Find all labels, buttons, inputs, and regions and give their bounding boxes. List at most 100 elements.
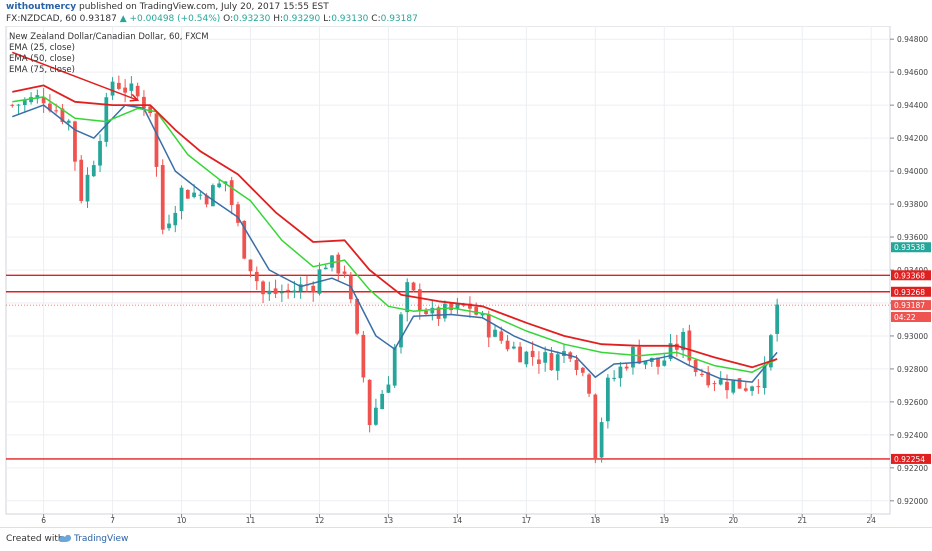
candle-body	[436, 307, 441, 319]
candle	[555, 351, 560, 381]
candle	[605, 374, 610, 429]
tradingview-brand-link[interactable]: TradingView	[74, 534, 129, 544]
y-tick-label: 0.93000	[897, 332, 928, 341]
candle	[480, 310, 485, 318]
x-tick-label: 20	[728, 516, 738, 525]
candle-body	[775, 304, 780, 334]
candle	[129, 76, 134, 98]
candle	[618, 362, 623, 387]
candle	[775, 298, 780, 342]
candle-body	[229, 180, 234, 206]
price-chart[interactable]: 0.94800 0.94600 0.94400 0.94200 0.94000 0.938…	[0, 26, 932, 527]
candle	[656, 357, 660, 375]
candle	[116, 75, 121, 91]
candle	[248, 259, 253, 278]
candle	[98, 134, 102, 172]
candle-body	[725, 381, 729, 391]
candle-body	[85, 174, 90, 202]
candle-body	[574, 359, 579, 370]
ohlc-line: FX:NZDCAD, 60 0.93187 ▲ +0.00498 (+0.54%…	[6, 14, 418, 24]
candle	[493, 324, 497, 338]
price-tag-label: 0.93187	[894, 301, 925, 310]
price-tag	[891, 311, 931, 322]
candle	[712, 380, 717, 392]
candle-body	[518, 346, 522, 363]
candle-body	[687, 330, 692, 361]
ema-50-line	[12, 96, 778, 373]
level-tag	[891, 270, 931, 281]
candle	[261, 280, 265, 304]
publish-line: withoutmercy published on TradingView.co…	[6, 2, 329, 12]
y-tick-label: 0.94200	[897, 134, 928, 143]
candle-body	[374, 407, 378, 425]
candle-body	[361, 334, 366, 378]
candle-body	[91, 165, 96, 177]
candle-body	[179, 187, 184, 212]
y-tick-label: 0.94000	[897, 167, 928, 176]
candle	[85, 167, 90, 208]
candle-body	[355, 298, 359, 334]
author-link[interactable]: withoutmercy	[6, 2, 77, 12]
candle-body	[511, 346, 516, 349]
candle-body	[48, 103, 52, 111]
candle-body	[700, 374, 704, 376]
change-arrow-icon: ▲	[119, 14, 127, 24]
level-tag-label: 0.93268	[894, 288, 925, 297]
candle	[311, 281, 316, 302]
candle-body	[530, 350, 535, 358]
candle-body	[330, 255, 334, 268]
candle	[643, 361, 648, 370]
candle-body	[411, 282, 416, 291]
candle-body	[593, 394, 598, 460]
candle-body	[762, 364, 767, 388]
candle-body	[499, 331, 504, 341]
candle-body	[731, 380, 736, 393]
price-tag-label: 0.93538	[894, 243, 925, 252]
candle	[298, 276, 303, 299]
candle-body	[399, 314, 403, 348]
candle-body	[242, 220, 247, 259]
candle-body	[192, 192, 196, 198]
candle-body	[292, 290, 297, 293]
level-tag-label: 0.92254	[894, 455, 925, 464]
time-axis[interactable]: 6 7 10 11 12 13 14 17 18 19 20 21 24	[41, 514, 876, 525]
candle-body	[737, 378, 742, 389]
candle	[286, 283, 291, 299]
x-tick-label: 13	[384, 516, 394, 525]
candle-body	[430, 307, 435, 314]
legend-ema50: EMA (50, close)	[9, 54, 75, 64]
candle-body	[643, 361, 648, 365]
candle	[217, 179, 222, 189]
candle	[179, 185, 184, 220]
trend-arrow-head-icon	[129, 93, 140, 102]
candle	[279, 284, 284, 302]
candle	[743, 382, 748, 392]
candle	[167, 214, 171, 231]
candle-body	[73, 121, 77, 162]
level-tag	[891, 286, 931, 297]
y-tick-label: 0.94400	[897, 101, 928, 110]
ema-lines	[12, 84, 778, 383]
candle-body	[750, 386, 754, 391]
candle-body	[474, 306, 479, 315]
y-tick-label: 0.94800	[897, 35, 928, 44]
candle	[687, 324, 692, 367]
candle-body	[605, 377, 610, 422]
candle-body	[524, 351, 529, 365]
candle-body	[449, 303, 454, 311]
candle	[587, 373, 591, 397]
candle-body	[173, 212, 178, 226]
candle	[91, 160, 96, 178]
y-tick-label: 0.92200	[897, 464, 928, 473]
y-tick-label: 0.92800	[897, 365, 928, 374]
candle-body	[367, 379, 372, 426]
candle-body	[493, 329, 497, 337]
x-tick-label: 12	[315, 516, 325, 525]
candle-body	[204, 195, 209, 205]
horizontal-levels	[6, 274, 890, 460]
candle	[198, 191, 203, 200]
candle	[737, 378, 742, 389]
candle	[417, 283, 422, 320]
candle	[380, 390, 385, 410]
candle	[725, 374, 729, 399]
